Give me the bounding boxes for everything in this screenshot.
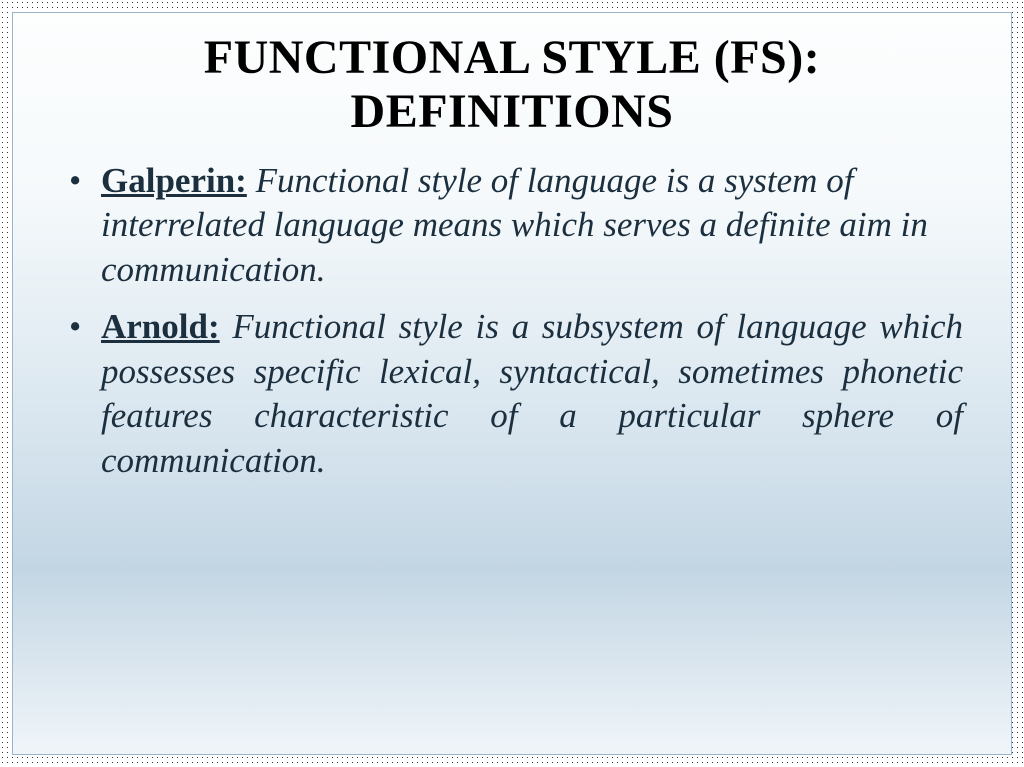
bullet-item: Galperin: Functional style of language i… xyxy=(61,159,963,293)
bullet-author: Arnold: xyxy=(101,307,220,346)
bullet-item: Arnold: Functional style is a subsystem … xyxy=(61,305,963,484)
title-line-2: DEFINITIONS xyxy=(351,85,674,138)
bullet-author: Galperin: xyxy=(101,161,247,200)
slide-title: FUNCTIONAL STYLE (FS): DEFINITIONS xyxy=(61,31,963,139)
slide-container: FUNCTIONAL STYLE (FS): DEFINITIONS Galpe… xyxy=(12,12,1012,755)
title-line-1: FUNCTIONAL STYLE (FS): xyxy=(204,31,820,84)
bullet-list: Galperin: Functional style of language i… xyxy=(61,159,963,485)
bullet-text: Functional style is a subsystem of langu… xyxy=(101,307,963,480)
